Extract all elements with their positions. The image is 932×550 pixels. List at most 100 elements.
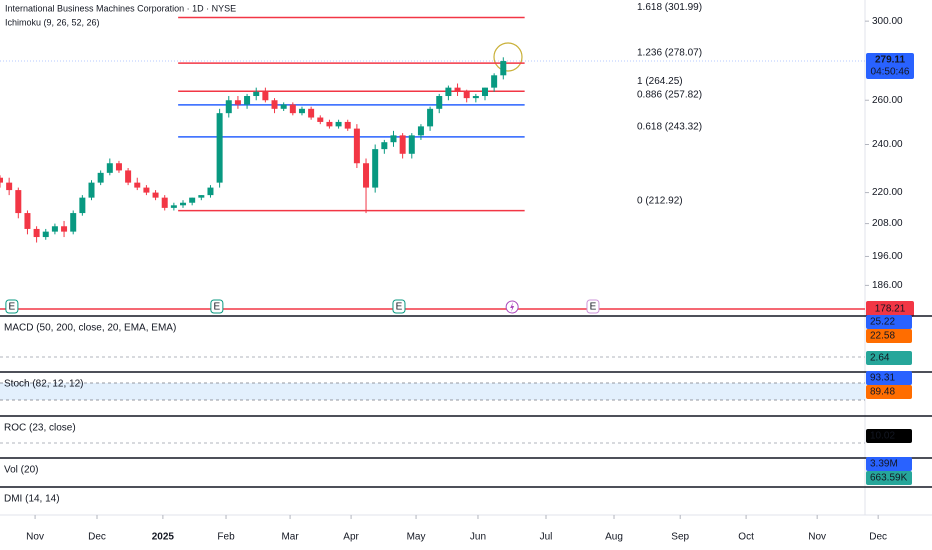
readout-label: 22.58 <box>870 331 895 342</box>
fib-label: 0.886 (257.82) <box>637 90 702 101</box>
candle-body <box>79 197 86 214</box>
y-tick-label: 208.00 <box>872 218 903 229</box>
highlight-circle <box>493 42 523 72</box>
alert-box <box>866 301 914 318</box>
x-tick-label: May <box>407 532 426 543</box>
readout-label: 10.02 <box>870 431 895 442</box>
x-tick-label: Feb <box>217 532 235 543</box>
candle-body <box>390 135 397 143</box>
fib-label: 0 (212.92) <box>637 195 683 206</box>
alert-label: 178.21 <box>875 304 906 315</box>
x-tick-label: Apr <box>343 532 359 543</box>
candle-body <box>289 104 296 114</box>
candle-body <box>381 142 388 150</box>
candle-body <box>271 100 278 109</box>
x-tick-label: Nov <box>808 532 826 543</box>
candle-body <box>97 172 104 183</box>
readout-box <box>866 471 912 485</box>
candle-body <box>427 108 434 127</box>
candle-body <box>491 75 498 88</box>
event-icon <box>5 299 19 314</box>
event-icon <box>210 299 224 314</box>
y-tick-label: 260.00 <box>872 95 903 106</box>
panel-label: DMI (14, 14) <box>4 494 60 505</box>
candle-body <box>363 163 370 188</box>
readout-label: 3.39M <box>870 459 898 470</box>
candle-body <box>0 177 3 183</box>
y-tick-label: 300.00 <box>872 16 903 27</box>
readout-label: 93.31 <box>870 373 895 384</box>
x-tick-label: Dec <box>869 532 887 543</box>
candle-body <box>125 170 132 183</box>
candle-body <box>317 117 324 122</box>
event-label: E <box>9 302 16 313</box>
candle-body <box>70 213 77 232</box>
readout-box <box>866 385 912 399</box>
candle-body <box>353 128 360 164</box>
candle-body <box>115 163 122 171</box>
candle-body <box>326 121 333 127</box>
readout-box <box>866 371 912 385</box>
candle-body <box>198 195 205 198</box>
y-tick-label: 196.00 <box>872 251 903 262</box>
candle-body <box>280 104 287 109</box>
candle-body <box>234 100 241 105</box>
fib-label: 1.236 (278.07) <box>637 48 702 59</box>
candle-body <box>161 197 168 208</box>
countdown-label: 04:50:46 <box>871 67 910 78</box>
candle-body <box>216 113 223 183</box>
x-tick-label: Sep <box>671 532 689 543</box>
chart-title: International Business Machines Corporat… <box>5 3 236 13</box>
candle-body <box>42 231 49 238</box>
panel-label: ROC (23, close) <box>4 423 76 434</box>
candle-body <box>88 182 95 198</box>
candle-body <box>24 213 31 229</box>
candle-body <box>106 163 113 173</box>
candle-body <box>189 197 196 203</box>
panel-label: MACD (50, 200, close, 20, EMA, EMA) <box>4 323 176 334</box>
readout-box <box>866 429 912 443</box>
readout-box <box>866 457 912 471</box>
candle-body <box>408 135 415 154</box>
candle-body <box>262 91 269 101</box>
x-tick-label: 2025 <box>152 532 175 543</box>
candle-body <box>298 108 305 114</box>
panel-label: Vol (20) <box>4 465 38 476</box>
y-tick-label: 186.00 <box>872 280 903 291</box>
fib-label: 1.618 (301.99) <box>637 2 702 13</box>
candle-body <box>170 205 177 208</box>
candle-body <box>436 96 443 109</box>
candle-body <box>308 108 315 118</box>
candle-body <box>481 87 488 97</box>
x-tick-label: Aug <box>605 532 623 543</box>
x-tick-label: Nov <box>26 532 44 543</box>
event-label: E <box>590 302 597 313</box>
event-label: E <box>396 302 403 313</box>
readout-label: 663.59K <box>870 473 908 484</box>
candle-body <box>445 87 452 97</box>
y-tick-label: 240.00 <box>872 139 903 150</box>
last-price-label: 279.11 <box>875 55 905 66</box>
panel-label: Stoch (82, 12, 12) <box>4 379 84 390</box>
event-icon <box>392 299 406 314</box>
candle-body <box>253 91 260 97</box>
fib-label: 1 (264.25) <box>637 76 683 87</box>
x-tick-label: Dec <box>88 532 106 543</box>
candle-body <box>244 96 251 105</box>
event-label: E <box>214 302 221 313</box>
candle-body <box>472 96 479 99</box>
readout-box <box>866 351 912 365</box>
candle-body <box>51 226 58 232</box>
candle-body <box>372 149 379 188</box>
readout-label: 25.22 <box>870 317 895 328</box>
candle-body <box>344 121 351 129</box>
candle-body <box>6 182 13 191</box>
y-tick-label: 220.00 <box>872 187 903 198</box>
x-tick-label: Jun <box>470 532 486 543</box>
candle-body <box>463 91 470 99</box>
dividend-bolt <box>510 302 515 312</box>
stoch-band <box>0 383 865 400</box>
readout-box <box>866 329 912 343</box>
candle-body <box>399 135 406 154</box>
